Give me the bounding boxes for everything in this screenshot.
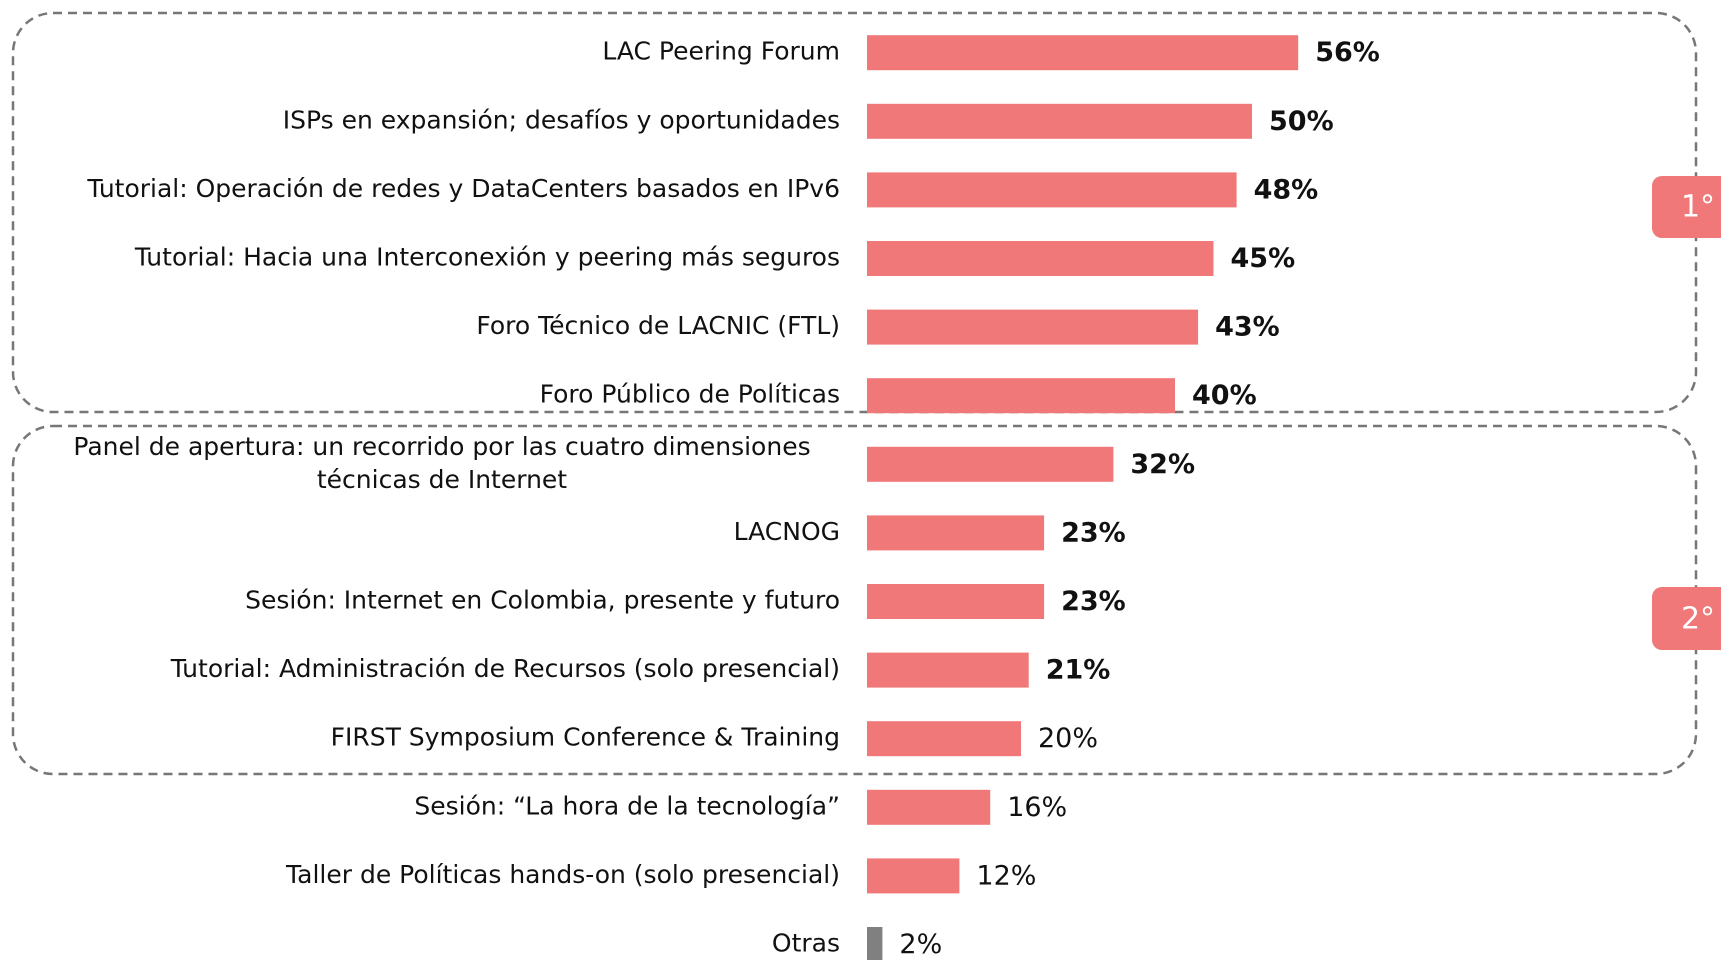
category-label: Tutorial: Hacia una Interconexión y peer…	[134, 243, 840, 272]
group-box	[11, 424, 1698, 776]
bar	[867, 789, 991, 825]
value-label: 12%	[976, 860, 1036, 891]
bar	[867, 309, 1199, 345]
category-label: Foro Técnico de LACNIC (FTL)	[476, 311, 840, 340]
bar	[867, 515, 1045, 551]
bar	[867, 652, 1029, 688]
group-label: 2°	[1681, 602, 1715, 637]
value-label: 32%	[1130, 449, 1195, 480]
category-label: Sesión: Internet en Colombia, presente y…	[245, 586, 840, 615]
value-label: 23%	[1061, 517, 1126, 548]
group-badge	[1652, 176, 1721, 238]
bar	[867, 446, 1114, 482]
category-label: Tutorial: Administración de Recursos (so…	[170, 654, 840, 683]
category-label: Foro Público de Políticas	[540, 380, 840, 409]
bar	[867, 35, 1299, 71]
value-label: 16%	[1007, 792, 1067, 823]
value-label: 48%	[1254, 174, 1319, 205]
category-label: ISPs en expansión; desafíos y oportunida…	[283, 105, 840, 134]
bar	[867, 584, 1045, 619]
value-label: 43%	[1215, 312, 1280, 343]
category-label: FIRST Symposium Conference & Training	[331, 723, 840, 752]
category-label: Otras	[772, 929, 840, 958]
value-label: 2%	[899, 929, 942, 960]
category-label: Sesión: “La hora de la tecnología”	[414, 791, 840, 820]
value-label: 40%	[1192, 380, 1257, 411]
category-label: LACNOG	[734, 517, 840, 546]
value-label: 50%	[1269, 106, 1334, 137]
group-label: 1°	[1681, 190, 1715, 225]
bar	[867, 721, 1021, 757]
value-label: 23%	[1061, 586, 1126, 617]
group-badge	[1652, 587, 1721, 650]
group-box	[11, 11, 1698, 414]
bar	[867, 927, 883, 962]
bar	[867, 103, 1252, 139]
category-label: LAC Peering Forum	[602, 37, 840, 66]
value-label: 45%	[1231, 243, 1296, 274]
category-label: Tutorial: Operación de redes y DataCente…	[86, 174, 840, 203]
bar	[867, 241, 1214, 276]
bar	[867, 172, 1237, 208]
bar	[867, 378, 1175, 414]
value-label: 21%	[1046, 655, 1111, 686]
value-label: 56%	[1315, 37, 1380, 68]
value-label: 20%	[1038, 723, 1098, 754]
category-label: Taller de Políticas hands-on (solo prese…	[285, 860, 840, 889]
category-label: Panel de apertura: un recorrido por las …	[73, 432, 810, 494]
bar	[867, 858, 960, 894]
